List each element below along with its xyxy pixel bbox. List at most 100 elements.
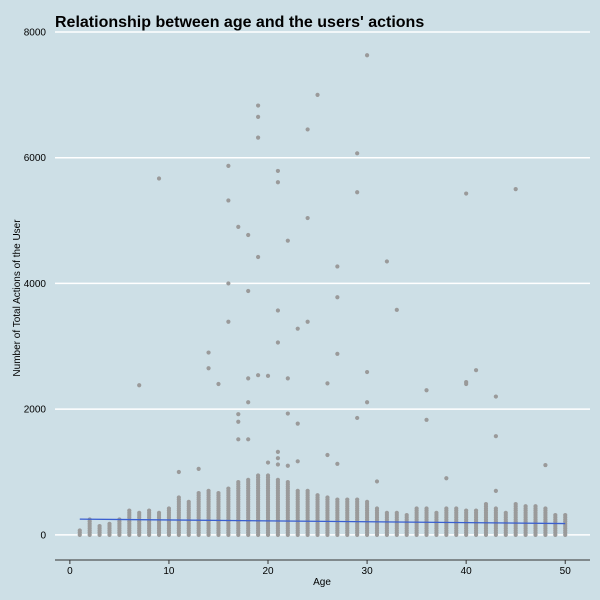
outlier-point [473,368,479,373]
outlier-point [364,369,370,375]
data-point [523,504,528,509]
data-point [533,504,538,509]
outlier-point [444,476,449,481]
data-point [364,499,370,504]
outlier-point [305,319,310,324]
outlier-point [246,288,251,294]
outlier-point [305,127,310,132]
outlier-point [364,53,370,58]
data-point [107,521,112,526]
outlier-point [206,350,211,355]
trend-line [79,518,566,525]
outlier-point [335,351,340,356]
outlier-point [246,437,251,442]
x-tick-label-50: 50 [560,566,572,577]
outlier-point [236,412,241,417]
data-point [127,508,132,513]
data-point [503,510,508,515]
data-point [493,506,498,511]
x-tick-label-30: 30 [362,566,374,577]
outlier-point [285,238,290,243]
y-tick-label-0: 0 [40,530,46,541]
outlier-point [384,259,389,264]
outlier-point [256,103,261,108]
data-point [196,490,201,496]
outlier-point [246,232,251,238]
x-tick-label-20: 20 [262,566,274,577]
data-point [345,497,350,502]
outlier-point [226,281,231,286]
data-point [553,512,558,518]
data-point [335,497,340,502]
outlier-point [256,373,261,378]
outlier-point [325,381,330,386]
data-point [355,497,360,502]
data-point [256,473,261,478]
data-point [176,495,181,500]
data-point [166,506,172,511]
outlier-point [543,462,548,468]
outlier-point [265,373,271,378]
data-point [414,506,419,511]
outlier-point [364,400,370,405]
outlier-point [275,449,281,454]
data-point [226,486,231,491]
outlier-point [176,469,181,475]
data-point [246,477,251,482]
outlier-point [226,319,231,324]
x-tick-label-0: 0 [67,566,73,577]
y-axis-title: Number of Total Actions of the User [12,219,23,377]
outlier-point [355,151,360,156]
x-axis-title: Age [313,577,331,588]
outlier-point [285,463,290,468]
trend-layer [79,518,566,525]
data-point [137,510,142,515]
data-point [275,477,281,482]
y-tick-label-6000: 6000 [24,153,47,164]
outlier-point [394,307,399,312]
outlier-point [424,417,429,422]
outlier-point [315,92,320,97]
outlier-point [335,461,340,466]
outlier-point [295,326,300,331]
outlier-point [513,187,518,192]
outlier-point [295,459,300,464]
data-point [464,508,469,513]
data-point [454,506,459,511]
data-points [77,53,568,537]
outlier-point [493,394,498,399]
outlier-point [246,376,251,381]
outlier-point [256,114,261,119]
data-point [77,528,82,533]
outlier-point [464,191,469,196]
outlier-point [226,163,231,168]
data-point [563,512,568,518]
outlier-point [275,340,281,345]
outlier-point [493,434,498,439]
data-point [97,523,102,529]
data-point [424,506,429,511]
data-point [156,510,162,515]
outlier-point [256,135,261,140]
outlier-point [265,460,271,465]
x-tick-label-40: 40 [461,566,473,577]
outlier-point [374,479,380,484]
data-point [305,488,310,493]
outlier-point [295,421,300,426]
outlier-point [493,488,498,493]
outlier-point [305,215,310,221]
outlier-point [226,198,231,203]
outlier-point [246,400,251,405]
grid-lines [55,31,590,536]
outlier-point [216,381,221,387]
y-tick-label-8000: 8000 [24,28,47,39]
data-point [473,508,479,513]
outlier-point [355,190,360,195]
outlier-point [335,295,340,300]
outlier-point [285,376,290,381]
outlier-point [464,381,469,387]
data-point [543,506,548,511]
axes: 0 2000 4000 6000 8000 0 10 20 30 40 50 [24,28,590,577]
outlier-point [325,452,330,458]
